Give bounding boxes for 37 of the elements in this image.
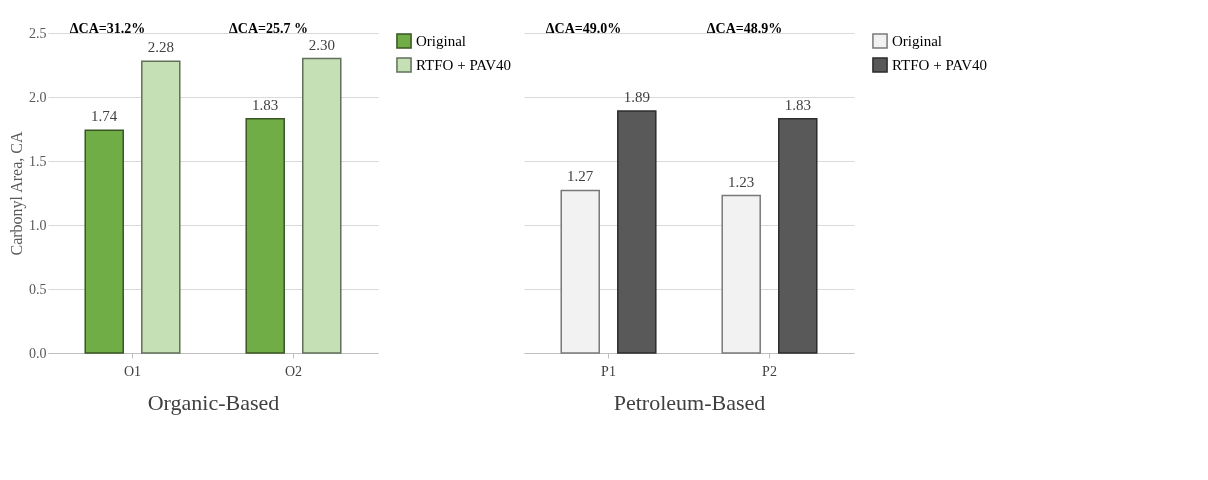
y-axis-title: Carbonyl Area, CA (8, 131, 26, 256)
bar (721, 194, 761, 354)
annotation: ΔCA=49.0% (545, 21, 622, 36)
data-label: 1.23 (728, 173, 755, 190)
y-tick-label: 2.0 (29, 89, 47, 105)
x-tick-label: O2 (284, 363, 303, 379)
x-tick-label: P1 (601, 363, 616, 379)
legend-label: RTFO + PAV40 (892, 57, 988, 73)
legend-label: RTFO + PAV40 (416, 57, 512, 73)
x-tick-label: O1 (123, 363, 142, 379)
y-tick-label: 2.5 (29, 25, 47, 41)
annotation: ΔCA=25.7 % (229, 21, 308, 36)
x-axis-title: Petroleum-Based (613, 389, 766, 415)
bar (560, 189, 600, 354)
data-label: 1.83 (784, 96, 811, 113)
data-label: 1.27 (567, 168, 594, 185)
data-label: 1.74 (91, 108, 118, 125)
data-label: 1.89 (623, 89, 650, 106)
y-tick-label: 0.0 (29, 345, 47, 361)
data-label: 2.30 (308, 36, 335, 53)
y-tick-label: 1.5 (29, 153, 47, 169)
annotation: ΔCA=31.2% (69, 21, 146, 36)
bar (84, 129, 124, 354)
bar (141, 60, 181, 354)
bar (778, 118, 818, 354)
x-tick-label: P2 (762, 363, 777, 379)
y-tick-label: 0.5 (29, 281, 47, 297)
bar (302, 57, 342, 354)
legend-label: Original (416, 33, 466, 49)
data-label: 2.28 (147, 39, 174, 56)
data-label: 1.83 (252, 96, 279, 113)
bar (245, 118, 285, 354)
y-tick-label: 1.0 (29, 217, 47, 233)
bar (617, 110, 657, 354)
annotation: ΔCA=48.9% (706, 21, 783, 36)
legend-label: Original (892, 33, 942, 49)
x-axis-title: Organic-Based (147, 389, 280, 415)
